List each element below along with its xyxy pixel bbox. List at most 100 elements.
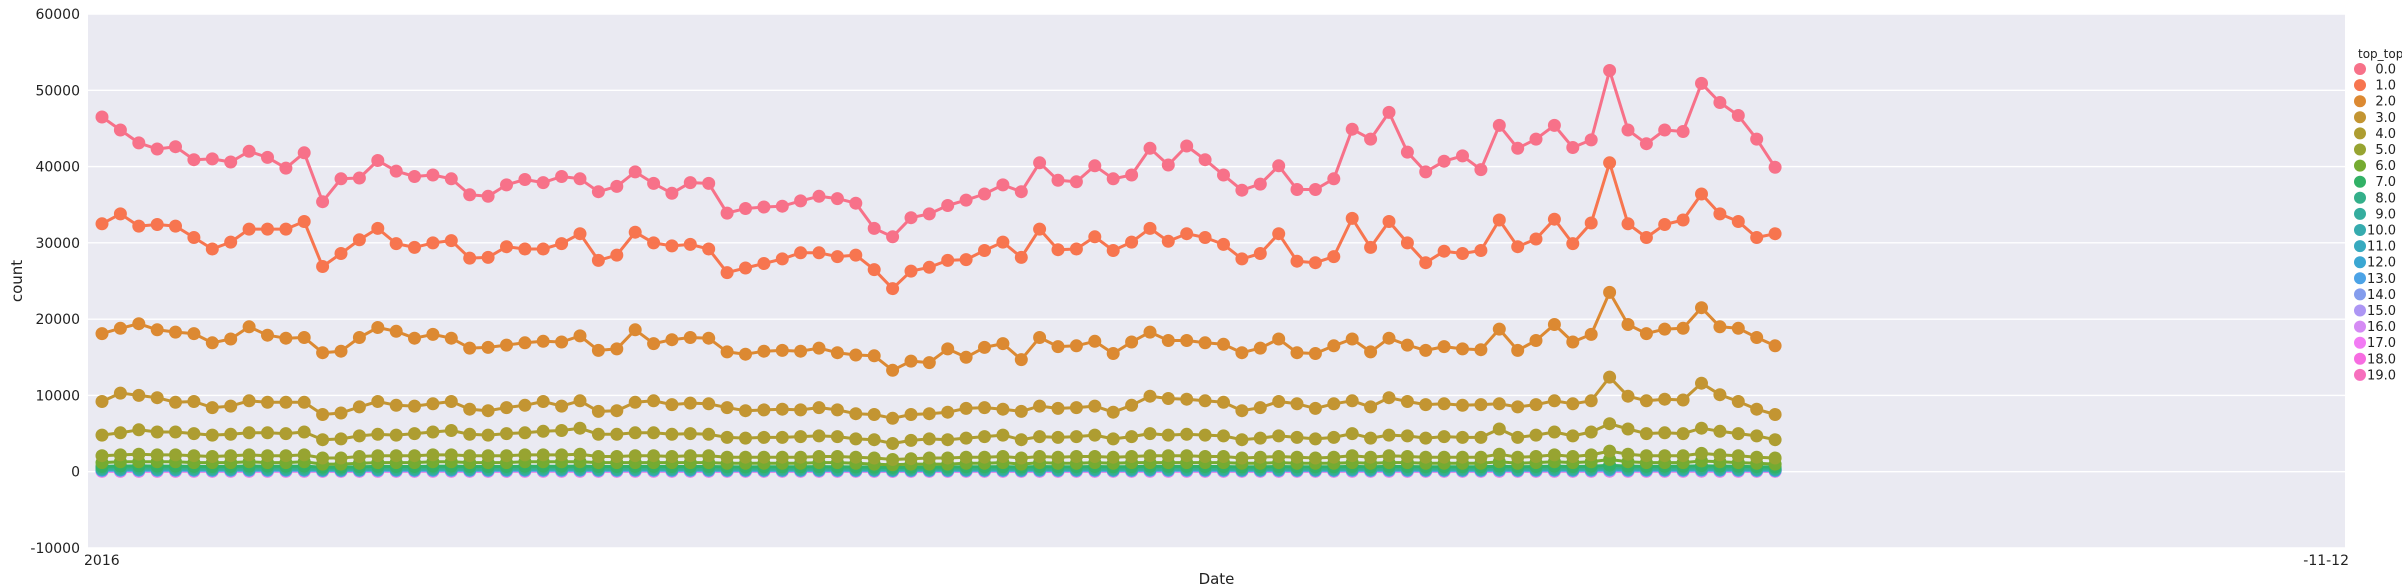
data-point	[1235, 183, 1249, 197]
data-point	[371, 449, 385, 463]
data-point	[1437, 340, 1451, 354]
data-point	[408, 331, 421, 345]
data-point	[426, 448, 440, 462]
data-point	[1658, 426, 1672, 440]
data-point	[1161, 334, 1175, 347]
data-point	[242, 448, 256, 462]
data-point	[1051, 243, 1065, 257]
data-point	[1639, 137, 1653, 151]
data-point	[1584, 425, 1598, 439]
data-point	[591, 343, 605, 357]
data-point	[665, 427, 679, 441]
data-point	[150, 142, 164, 156]
data-point	[886, 437, 900, 450]
legend-marker	[2354, 111, 2366, 124]
legend-item: 1.0	[2354, 79, 2396, 94]
data-point	[1492, 118, 1506, 132]
data-point	[1272, 450, 1286, 463]
data-point	[886, 363, 900, 377]
data-point	[279, 222, 293, 236]
data-point	[959, 401, 973, 415]
y-tick-label: 10000	[35, 388, 80, 404]
data-point	[518, 426, 532, 440]
data-point	[904, 408, 918, 421]
data-point	[647, 394, 661, 408]
data-point	[1198, 231, 1212, 244]
data-point	[1308, 347, 1322, 360]
data-point	[224, 427, 238, 441]
data-point	[444, 331, 458, 345]
data-point	[1382, 331, 1396, 345]
data-point	[187, 153, 201, 167]
legend-marker	[2354, 240, 2366, 253]
data-point	[316, 346, 330, 360]
data-point	[150, 425, 164, 439]
data-point	[1290, 183, 1304, 196]
legend-marker	[2354, 175, 2366, 188]
data-point	[683, 176, 697, 190]
data-point	[922, 260, 936, 274]
legend-label: 9.0	[2375, 207, 2396, 222]
data-point	[665, 239, 679, 253]
data-point	[95, 395, 109, 408]
data-point	[1731, 395, 1745, 408]
data-point	[1069, 430, 1083, 444]
data-point	[389, 324, 403, 338]
data-point	[1235, 252, 1249, 266]
data-point	[1492, 447, 1506, 461]
data-point	[1750, 450, 1764, 464]
data-point	[647, 236, 661, 250]
legend-marker	[2354, 256, 2366, 269]
data-point	[1419, 450, 1433, 464]
data-point	[610, 179, 624, 193]
data-point	[1033, 222, 1047, 236]
legend-label: 3.0	[2375, 111, 2396, 126]
data-point	[536, 176, 550, 190]
data-point	[647, 449, 661, 463]
data-point	[591, 404, 605, 418]
data-point	[297, 146, 311, 160]
data-point	[518, 398, 532, 412]
data-point	[1382, 449, 1396, 463]
data-point	[1529, 334, 1543, 347]
data-point	[1419, 256, 1433, 270]
data-point	[830, 192, 844, 206]
data-point	[132, 423, 146, 437]
data-point	[1768, 339, 1782, 353]
data-point	[665, 398, 679, 412]
data-point	[205, 242, 219, 256]
legend-marker	[2354, 95, 2366, 108]
data-point	[150, 218, 164, 231]
data-point	[1566, 335, 1580, 349]
data-point	[113, 321, 127, 335]
data-point	[205, 428, 219, 442]
data-point	[1603, 285, 1617, 299]
legend-label: 15.0	[2367, 304, 2396, 319]
data-point	[1511, 343, 1525, 357]
data-point	[205, 401, 219, 415]
data-point	[1069, 339, 1083, 353]
data-point	[757, 200, 771, 214]
data-point	[849, 248, 863, 262]
data-point	[978, 430, 991, 444]
data-point	[1437, 154, 1451, 168]
data-point	[1511, 240, 1525, 254]
data-point	[757, 403, 771, 417]
data-point	[904, 433, 918, 447]
data-point	[867, 433, 881, 447]
data-point	[463, 341, 477, 355]
legend-item: 4.0	[2354, 127, 2396, 142]
data-point	[1217, 168, 1230, 182]
data-point	[1695, 76, 1708, 90]
data-point	[371, 154, 385, 167]
data-point	[794, 344, 808, 358]
legend-label: 12.0	[2367, 256, 2396, 271]
data-point	[1621, 123, 1635, 137]
data-point	[1345, 122, 1359, 136]
data-point	[1492, 397, 1506, 411]
y-tick-label: 0	[71, 465, 80, 481]
data-point	[978, 187, 991, 201]
data-point	[334, 432, 348, 446]
data-point	[739, 261, 752, 275]
